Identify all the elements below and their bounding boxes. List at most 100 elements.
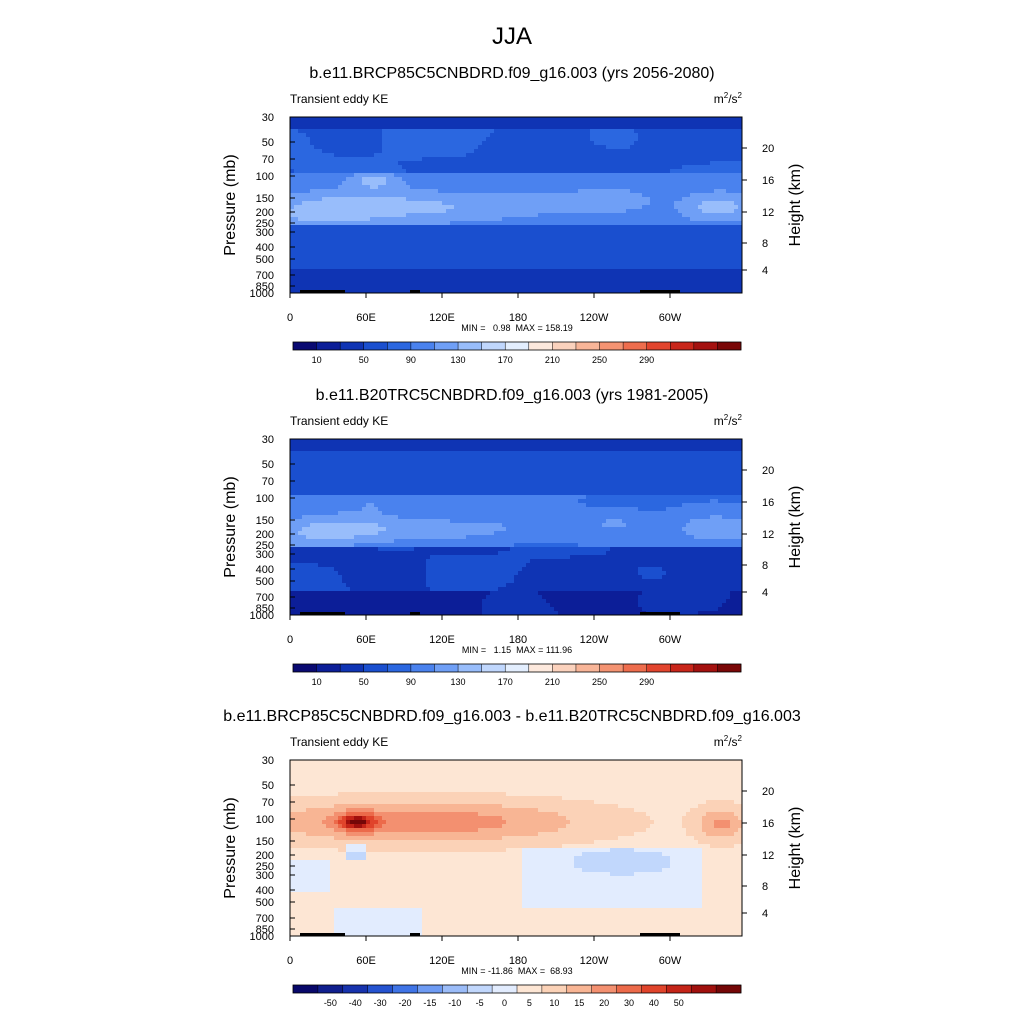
height-tick-label: 4 (762, 265, 768, 277)
x-tick-label: 180 (509, 955, 527, 967)
colorbar: 10 50 90 130 170 210 250 290 (292, 663, 742, 687)
y-tick-label: 1000 (250, 288, 274, 300)
colorbar-label: 90 (406, 677, 416, 687)
y-tick-label: 700 (256, 913, 274, 925)
y-tick-label: 150 (256, 515, 274, 527)
colorbar-label: 170 (498, 355, 513, 365)
x-tick-label: 60E (356, 312, 376, 324)
colorbar-label: 250 (592, 677, 607, 687)
y-tick-label: 850 (256, 924, 274, 936)
x-tick-label: 0 (287, 634, 293, 646)
y-tick-label: 200 (256, 850, 274, 862)
y-tick-label: 100 (256, 493, 274, 505)
colorbar-label: 210 (545, 677, 560, 687)
height-tick-label: 8 (762, 560, 768, 572)
colorbar-label: 20 (599, 998, 609, 1008)
x-tick-label: 0 (287, 312, 293, 324)
units-label: m2/s2 (714, 91, 743, 106)
colorbar-label: 50 (359, 677, 369, 687)
y-tick-label: 700 (256, 592, 274, 604)
y-tick-label: 1000 (250, 931, 274, 943)
colorbar-label: 50 (674, 998, 684, 1008)
x-tick-label: 60W (659, 955, 682, 967)
panel-3: b.e11.BRCP85C5CNBDRD.f09_g16.003 - b.e11… (222, 708, 804, 1008)
y-axis-label: Pressure (mb) (222, 797, 239, 898)
min-max-stats: MIN = 1.15 MAX = 111.96 (462, 645, 572, 655)
colorbar-label: -50 (324, 998, 337, 1008)
height-tick-label: 20 (762, 786, 774, 798)
contour-field (290, 760, 743, 937)
colorbar-label: 290 (639, 355, 654, 365)
field-label: Transient eddy KE (290, 735, 388, 749)
y-tick-label: 500 (256, 576, 274, 588)
plot-frame (289, 116, 743, 294)
colorbar-label: 290 (639, 677, 654, 687)
height-tick-label: 12 (762, 207, 774, 219)
y-tick-label: 700 (256, 270, 274, 282)
min-max-stats: MIN = 0.98 MAX = 158.19 (461, 323, 573, 333)
panel-1: b.e11.BRCP85C5CNBDRD.f09_g16.003 (yrs 20… (222, 65, 804, 365)
colorbar-label: -10 (448, 998, 461, 1008)
x-tick-label: 120W (580, 955, 609, 967)
height-tick-label: 16 (762, 175, 774, 187)
colorbar: 10 50 90 130 170 210 250 290 (292, 341, 742, 365)
y-tick-label: 30 (262, 755, 274, 767)
y-tick-label: 500 (256, 254, 274, 266)
contour-field (290, 439, 743, 616)
colorbar-label: 50 (359, 355, 369, 365)
height-tick-label: 16 (762, 497, 774, 509)
y-tick-label: 300 (256, 227, 274, 239)
x-tick-label: 120E (429, 955, 455, 967)
y-tick-label: 50 (262, 780, 274, 792)
min-max-stats: MIN = -11.86 MAX = 68.93 (461, 966, 572, 976)
y-axis-label-right: Height (km) (787, 164, 804, 247)
y-tick-label: 850 (256, 603, 274, 615)
y-tick-label: 850 (256, 281, 274, 293)
x-tick-label: 180 (509, 634, 527, 646)
colorbar-label: 10 (549, 998, 559, 1008)
colorbar-label: 40 (649, 998, 659, 1008)
height-tick-label: 20 (762, 143, 774, 155)
colorbar: -50 -40 -30 -20 -15 -10 -5 0 5 10 15 20 30 40 50 (292, 984, 742, 1008)
height-tick-label: 8 (762, 238, 768, 250)
height-tick-label: 12 (762, 529, 774, 541)
terrain (300, 290, 680, 293)
y-tick-label: 250 (256, 218, 274, 230)
y-tick-label: 30 (262, 434, 274, 446)
y-tick-label: 200 (256, 207, 274, 219)
y-axis-label-right: Height (km) (787, 807, 804, 890)
y-axis-label-right: Height (km) (787, 486, 804, 569)
contour-field (290, 117, 743, 294)
x-tick-label: 180 (509, 312, 527, 324)
y-tick-label: 200 (256, 529, 274, 541)
height-tick-label: 4 (762, 587, 768, 599)
y-tick-label: 70 (262, 154, 274, 166)
x-tick-label: 60E (356, 955, 376, 967)
x-tick-label: 60W (659, 312, 682, 324)
colorbar-label: 130 (451, 677, 466, 687)
height-tick-label: 20 (762, 465, 774, 477)
field-label: Transient eddy KE (290, 92, 388, 106)
panel-title: b.e11.BRCP85C5CNBDRD.f09_g16.003 - b.e11… (223, 708, 801, 725)
panel-title: b.e11.B20TRC5CNBDRD.f09_g16.003 (yrs 198… (316, 387, 709, 404)
colorbar-label: -15 (423, 998, 436, 1008)
colorbar-label: 0 (502, 998, 507, 1008)
colorbar-label: 210 (545, 355, 560, 365)
terrain (300, 612, 680, 615)
colorbar-label: -40 (349, 998, 362, 1008)
x-tick-label: 60E (356, 634, 376, 646)
x-tick-label: 120E (429, 312, 455, 324)
x-tick-label: 120E (429, 634, 455, 646)
y-tick-label: 150 (256, 193, 274, 205)
units-label: m2/s2 (714, 413, 743, 428)
y-tick-label: 400 (256, 242, 274, 254)
y-tick-label: 250 (256, 540, 274, 552)
colorbar-label: 5 (527, 998, 532, 1008)
colorbar-label: 130 (451, 355, 466, 365)
y-tick-label: 250 (256, 861, 274, 873)
y-tick-label: 100 (256, 171, 274, 183)
colorbar-label: 30 (624, 998, 634, 1008)
colorbar-label: 90 (406, 355, 416, 365)
y-tick-label: 150 (256, 836, 274, 848)
